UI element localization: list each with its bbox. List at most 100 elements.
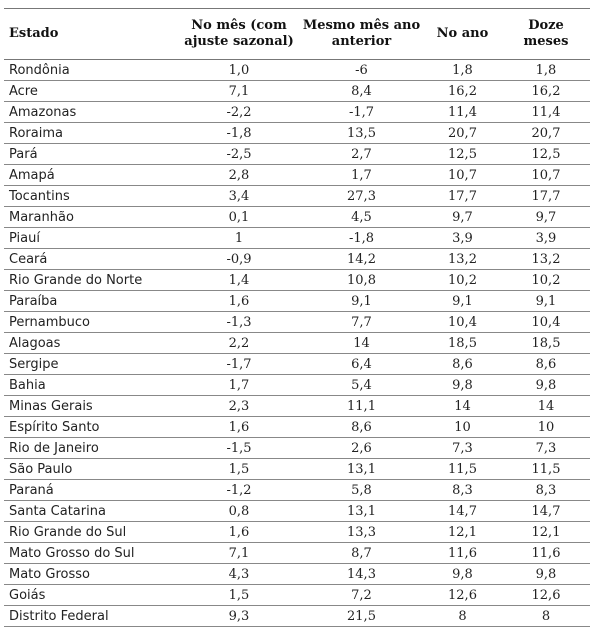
table-row: Minas Gerais 2,3 11,1 14 14	[4, 395, 590, 417]
no-mes-cell: 9,3	[178, 605, 300, 627]
state-cell: Mato Grosso	[4, 563, 178, 585]
no-ano-cell: 9,1	[423, 290, 502, 312]
state-cell: Alagoas	[4, 332, 178, 354]
no-ano-cell: 10,4	[423, 311, 502, 333]
state-cell: Paraíba	[4, 290, 178, 312]
no-ano-cell: 8,3	[423, 479, 502, 501]
doze-meses-cell: 8,6	[502, 353, 590, 375]
no-mes-cell: 3,4	[178, 185, 300, 207]
state-cell: Tocantins	[4, 185, 178, 207]
no-mes-cell: 2,2	[178, 332, 300, 354]
no-ano-cell: 10,2	[423, 269, 502, 291]
header-no-mes: No mês (com ajuste sazonal)	[178, 8, 300, 60]
header-no-ano: No ano	[423, 8, 502, 60]
table-row: Bahia 1,7 5,4 9,8 9,8	[4, 374, 590, 396]
table-row: São Paulo 1,5 13,1 11,5 11,5	[4, 458, 590, 480]
no-mes-cell: 7,1	[178, 80, 300, 102]
state-cell: Piauí	[4, 227, 178, 249]
state-cell: Santa Catarina	[4, 500, 178, 522]
no-ano-cell: 11,4	[423, 101, 502, 123]
header-doze-meses: Doze meses	[502, 8, 590, 60]
table-row: Rio Grande do Sul 1,6 13,3 12,1 12,1	[4, 521, 590, 543]
no-mes-cell: -1,2	[178, 479, 300, 501]
table-row: Mato Grosso do Sul 7,1 8,7 11,6 11,6	[4, 542, 590, 564]
no-ano-cell: 17,7	[423, 185, 502, 207]
no-mes-cell: 4,3	[178, 563, 300, 585]
mesmo-mes-cell: 6,4	[300, 353, 423, 375]
mesmo-mes-cell: -1,7	[300, 101, 423, 123]
state-cell: Pará	[4, 143, 178, 165]
state-cell: Paraná	[4, 479, 178, 501]
no-ano-cell: 14,7	[423, 500, 502, 522]
no-ano-cell: 8	[423, 605, 502, 627]
table-row: Pará -2,5 2,7 12,5 12,5	[4, 143, 590, 165]
doze-meses-cell: 9,7	[502, 206, 590, 228]
no-mes-cell: 1,4	[178, 269, 300, 291]
table-row: Alagoas 2,2 14 18,5 18,5	[4, 332, 590, 354]
doze-meses-cell: 12,5	[502, 143, 590, 165]
no-mes-cell: -1,8	[178, 122, 300, 144]
no-ano-cell: 11,6	[423, 542, 502, 564]
mesmo-mes-cell: 14,2	[300, 248, 423, 270]
table-row: Ceará -0,9 14,2 13,2 13,2	[4, 248, 590, 270]
table-row: Paraná -1,2 5,8 8,3 8,3	[4, 479, 590, 501]
state-cell: Bahia	[4, 374, 178, 396]
table-row: Rio Grande do Norte 1,4 10,8 10,2 10,2	[4, 269, 590, 291]
no-mes-cell: 0,1	[178, 206, 300, 228]
mesmo-mes-cell: 5,8	[300, 479, 423, 501]
table-row: Rondônia 1,0 -6 1,8 1,8	[4, 59, 590, 81]
table-row: Sergipe -1,7 6,4 8,6 8,6	[4, 353, 590, 375]
mesmo-mes-cell: 2,6	[300, 437, 423, 459]
mesmo-mes-cell: 5,4	[300, 374, 423, 396]
doze-meses-cell: 12,6	[502, 584, 590, 606]
table-row: Pernambuco -1,3 7,7 10,4 10,4	[4, 311, 590, 333]
no-ano-cell: 10	[423, 416, 502, 438]
mesmo-mes-cell: 2,7	[300, 143, 423, 165]
no-mes-cell: 1,0	[178, 59, 300, 81]
no-ano-cell: 8,6	[423, 353, 502, 375]
no-ano-cell: 14	[423, 395, 502, 417]
mesmo-mes-cell: 14,3	[300, 563, 423, 585]
table-row: Acre 7,1 8,4 16,2 16,2	[4, 80, 590, 102]
doze-meses-cell: 10,2	[502, 269, 590, 291]
state-cell: Rondônia	[4, 59, 178, 81]
state-cell: Maranhão	[4, 206, 178, 228]
state-cell: Rio Grande do Norte	[4, 269, 178, 291]
mesmo-mes-cell: 27,3	[300, 185, 423, 207]
mesmo-mes-cell: 10,8	[300, 269, 423, 291]
data-table-container: Estado No mês (com ajuste sazonal) Mesmo…	[4, 8, 590, 627]
doze-meses-cell: 18,5	[502, 332, 590, 354]
no-mes-cell: -2,5	[178, 143, 300, 165]
mesmo-mes-cell: 14	[300, 332, 423, 354]
table-row: Mato Grosso 4,3 14,3 9,8 9,8	[4, 563, 590, 585]
no-mes-cell: 1,6	[178, 521, 300, 543]
no-ano-cell: 9,8	[423, 374, 502, 396]
no-ano-cell: 7,3	[423, 437, 502, 459]
mesmo-mes-cell: 4,5	[300, 206, 423, 228]
mesmo-mes-cell: 13,3	[300, 521, 423, 543]
table-header: Estado No mês (com ajuste sazonal) Mesmo…	[4, 8, 590, 60]
state-cell: Espírito Santo	[4, 416, 178, 438]
state-cell: Pernambuco	[4, 311, 178, 333]
mesmo-mes-cell: 8,7	[300, 542, 423, 564]
doze-meses-cell: 11,4	[502, 101, 590, 123]
state-cell: Ceará	[4, 248, 178, 270]
doze-meses-cell: 10,4	[502, 311, 590, 333]
doze-meses-cell: 1,8	[502, 59, 590, 81]
state-indicators-table: Estado No mês (com ajuste sazonal) Mesmo…	[4, 8, 590, 627]
table-row: Tocantins 3,4 27,3 17,7 17,7	[4, 185, 590, 207]
no-ano-cell: 3,9	[423, 227, 502, 249]
mesmo-mes-cell: 13,1	[300, 500, 423, 522]
state-cell: São Paulo	[4, 458, 178, 480]
mesmo-mes-cell: 11,1	[300, 395, 423, 417]
no-ano-cell: 20,7	[423, 122, 502, 144]
table-row: Goiás 1,5 7,2 12,6 12,6	[4, 584, 590, 606]
mesmo-mes-cell: 13,1	[300, 458, 423, 480]
state-cell: Minas Gerais	[4, 395, 178, 417]
table-row: Roraima -1,8 13,5 20,7 20,7	[4, 122, 590, 144]
doze-meses-cell: 8,3	[502, 479, 590, 501]
mesmo-mes-cell: 8,6	[300, 416, 423, 438]
no-mes-cell: -1,3	[178, 311, 300, 333]
table-row: Piauí 1 -1,8 3,9 3,9	[4, 227, 590, 249]
table-row: Paraíba 1,6 9,1 9,1 9,1	[4, 290, 590, 312]
